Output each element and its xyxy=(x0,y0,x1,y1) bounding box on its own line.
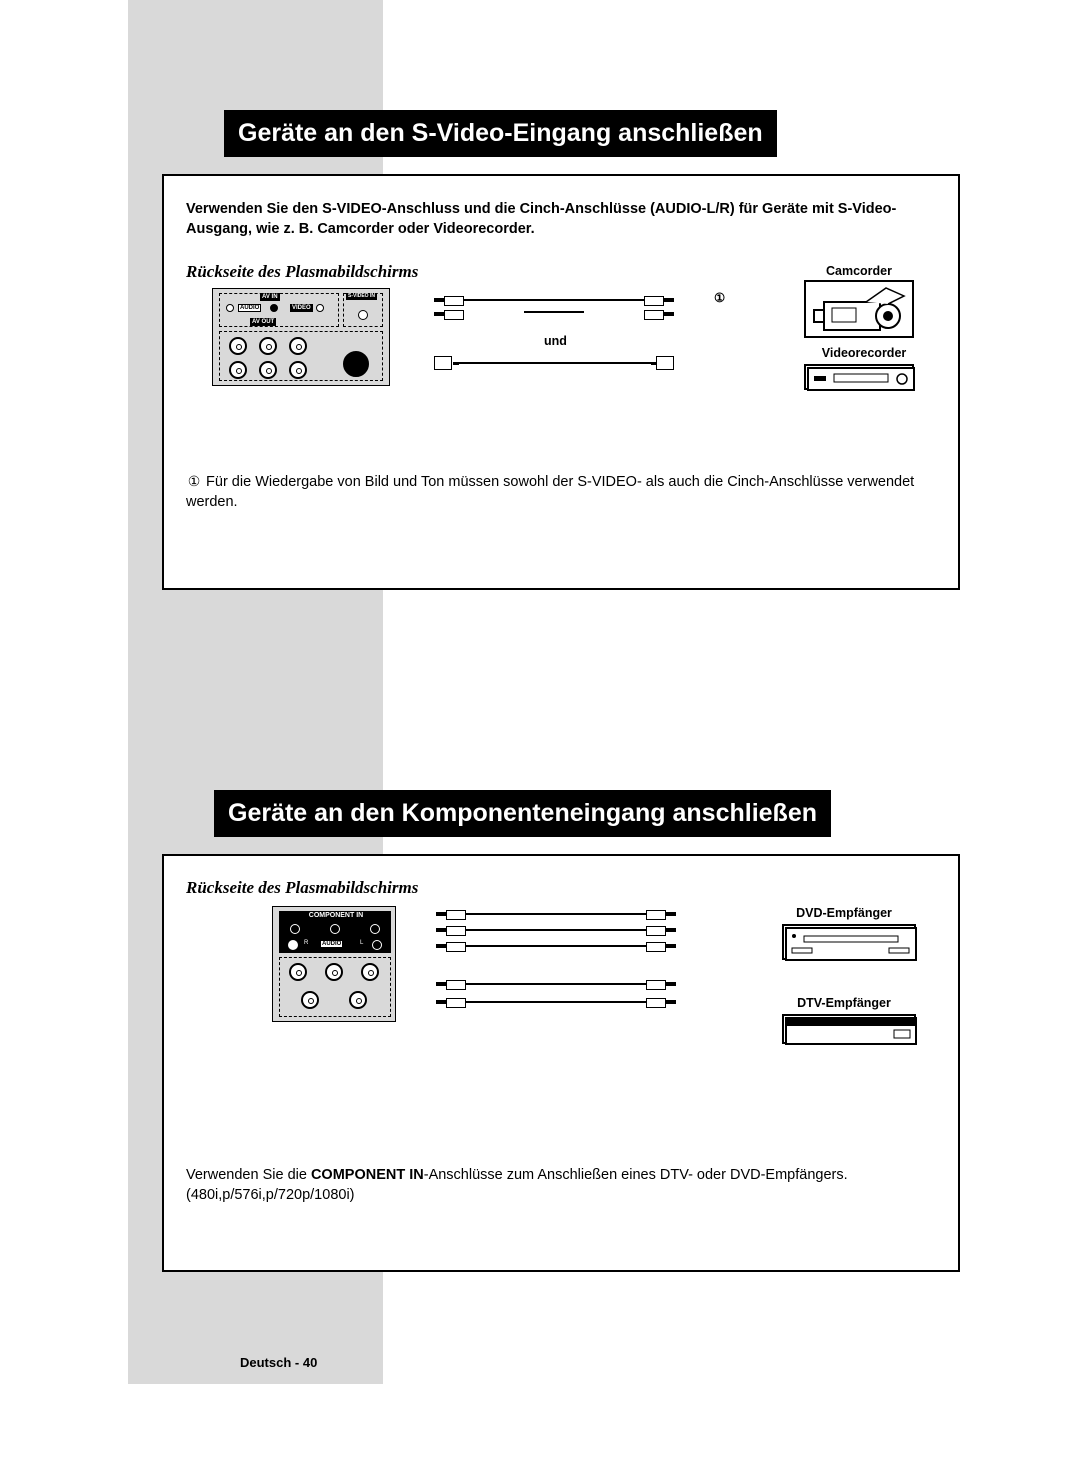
svideo-label: S-VIDEO IN xyxy=(346,293,377,300)
section1-box: Verwenden Sie den S-VIDEO-Anschluss und … xyxy=(162,174,960,590)
component-in-label: COMPONENT IN xyxy=(280,912,392,919)
rear-panel-component: COMPONENT IN R AUDIO L xyxy=(272,906,396,1022)
videorecorder-label: Videorecorder xyxy=(814,346,914,360)
video-label: VIDEO xyxy=(290,304,313,312)
section2-title: Geräte an den Komponenteneingang anschli… xyxy=(214,790,831,837)
l-label: L xyxy=(360,940,363,946)
cables-svideo xyxy=(434,290,714,380)
section1-title: Geräte an den S-Video-Eingang anschließe… xyxy=(224,110,777,157)
audio-label: AUDIO xyxy=(238,304,261,312)
section1-note: ① Für die Wiedergabe von Bild und Ton mü… xyxy=(186,472,936,512)
camcorder-icon xyxy=(804,280,914,338)
note-text-1: Für die Wiedergabe von Bild und Ton müss… xyxy=(186,474,914,510)
marker-1: ① xyxy=(714,290,725,305)
camcorder-label: Camcorder xyxy=(814,264,904,278)
vcr-icon xyxy=(804,364,914,390)
note2-bold: COMPONENT IN xyxy=(311,1167,424,1183)
note-marker-1: ① xyxy=(186,472,202,491)
dvd-label: DVD-Empfänger xyxy=(784,906,904,920)
rear-panel-label-1: Rückseite des Plasmabildschirms xyxy=(186,262,418,282)
page-footer: Deutsch - 40 xyxy=(240,1355,317,1370)
rear-panel-label-2: Rückseite des Plasmabildschirms xyxy=(186,878,418,898)
av-out-label: AV OUT xyxy=(250,318,276,326)
audio-label-2: AUDIO xyxy=(320,940,343,948)
section1-intro: Verwenden Sie den S-VIDEO-Anschluss und … xyxy=(186,200,936,239)
section2-box: Rückseite des Plasmabildschirms COMPONEN… xyxy=(162,854,960,1272)
r-label: R xyxy=(304,940,308,946)
cables-component xyxy=(436,908,716,1048)
rear-panel-svideo: AV IN AUDIO VIDEO AV OUT S-VIDEO IN xyxy=(212,288,390,386)
dtv-icon xyxy=(782,1014,916,1044)
av-in-label: AV IN xyxy=(260,293,280,301)
dvd-icon xyxy=(782,924,916,960)
note2-pre: Verwenden Sie die xyxy=(186,1167,311,1183)
section2-note: Verwenden Sie die COMPONENT IN-Anschlüss… xyxy=(186,1166,936,1205)
und-label: und xyxy=(544,334,567,348)
dtv-label: DTV-Empfänger xyxy=(784,996,904,1010)
